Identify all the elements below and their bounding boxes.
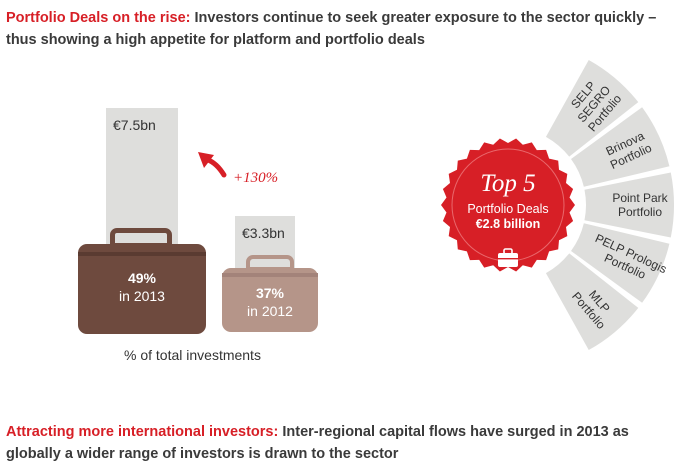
- top5-seal-text: Top 5 Portfolio Deals €2.8 billion: [446, 170, 570, 232]
- share-label-2012: 37%: [255, 285, 285, 301]
- growth-label: +130%: [233, 170, 279, 186]
- top5-segment-5: [545, 253, 639, 351]
- bottom-headline: Attracting more international investors:…: [6, 421, 686, 465]
- bar-value-label-2013: €7.5bn: [113, 117, 156, 133]
- top-headline-accent: Portfolio Deals on the rise:: [6, 10, 191, 26]
- top5-segment-4: [571, 223, 670, 303]
- briefcase-2013: 49% in 2013: [78, 244, 206, 334]
- top5-segment-1: [545, 59, 639, 157]
- top5-title: Top 5: [480, 170, 536, 197]
- bottom-headline-accent: Attracting more international investors:: [6, 424, 279, 440]
- top5-seal-shape: [441, 138, 575, 272]
- top-headline: Portfolio Deals on the rise: Investors c…: [6, 7, 676, 51]
- briefcase-strap-2012: [222, 273, 318, 277]
- briefcase-strap-2013: [78, 252, 206, 256]
- year-label-2012: in 2012: [247, 303, 293, 319]
- chart-caption: % of total investments: [124, 347, 261, 363]
- top-headline-text: Investors continue to seek greater expos…: [6, 10, 657, 48]
- bottom-headline-text: Inter-regional capital flows have surged…: [6, 424, 629, 462]
- top5-line2: €2.8 billion: [475, 217, 541, 231]
- year-label-2013: in 2013: [119, 288, 165, 304]
- briefcase-2012: 37% in 2012: [222, 268, 318, 332]
- top5-segment-2: [571, 107, 670, 187]
- bar-value-label-2012: €3.3bn: [242, 225, 285, 241]
- top5-segment-3: [584, 172, 674, 238]
- top5-line1: Portfolio Deals: [467, 202, 549, 216]
- share-label-2013: 49%: [127, 270, 157, 286]
